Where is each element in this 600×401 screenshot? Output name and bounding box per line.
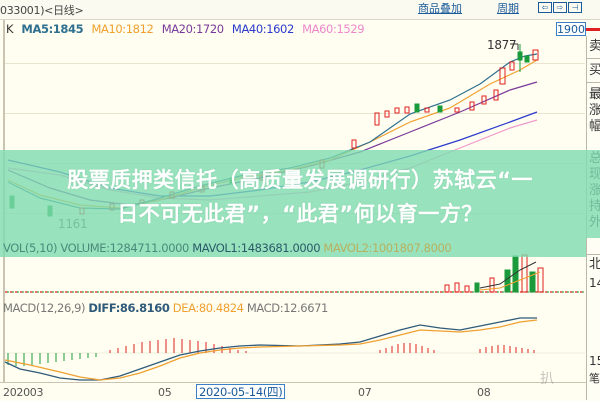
ma20-label: MA20:1720: [161, 22, 224, 36]
vol-label: VOL(5,10): [3, 241, 58, 255]
title-bar: 033001)<日线> 商品叠加 周期 ⇦ ⇨ ⊣: [0, 0, 600, 20]
north-label: 北: [589, 258, 600, 272]
current-price-box: 1900: [556, 22, 586, 36]
gridline: [5, 63, 585, 64]
ma-legend: K MA5:1845 MA10:1812 MA20:1720 MA40:1602…: [6, 22, 369, 38]
volume-value: VOLUME:1284711.0000: [60, 241, 189, 255]
selected-date-box: 2020-05-14(四): [196, 384, 286, 399]
mavol1-value: MAVOL1:1483681.0000: [192, 241, 321, 255]
scroll-left-button[interactable]: ⇦: [538, 2, 552, 13]
trade-label: 笔: [589, 372, 600, 385]
x-tick: 07: [358, 386, 372, 399]
gridline: [5, 113, 585, 114]
zoom-fit-button[interactable]: ⊣: [568, 2, 582, 13]
sell-label: 卖: [589, 40, 600, 54]
ma60-label: MA60:1529: [302, 22, 365, 36]
mavol2-value: MAVOL2:1001807.8000: [323, 241, 452, 255]
scroll-right-button[interactable]: ⇨: [553, 2, 567, 13]
headline-line-2: 日不可无此君”，“此君”何以育一方？: [117, 202, 483, 226]
headline-banner: [0, 150, 600, 238]
ma10-label: MA10:1812: [91, 22, 154, 36]
window-title: 033001)<日线>: [0, 4, 84, 17]
pct-label: 幅: [589, 120, 600, 134]
watermark: 扒: [540, 371, 554, 387]
volume-legend: VOL(5,10) VOLUME:1284711.0000 MAVOL1:148…: [3, 241, 452, 255]
overlay-commodity-link[interactable]: 商品叠加: [418, 2, 462, 15]
divider: [587, 254, 600, 255]
value-15: 15: [589, 354, 600, 368]
diff-value: DIFF:86.8160: [88, 301, 170, 315]
ma5-label: MA5:1845: [21, 22, 84, 36]
x-axis: 202003 05 07 08: [0, 382, 586, 401]
headline-text: 股票质押类信托（高质量发展调研行）苏轼云“一 日不可无此君”，“此君”何以育一方…: [0, 163, 600, 231]
kline-label: K: [6, 22, 14, 36]
macd-value: MACD:12.6671: [246, 301, 329, 315]
ma40-label: MA40:1602: [231, 22, 294, 36]
x-tick: 202003: [3, 386, 44, 399]
macd-label: MACD(12,26,9): [3, 301, 86, 315]
price-marker: [586, 28, 600, 31]
dea-value: DEA:80.4824: [172, 301, 244, 315]
divider: [587, 58, 600, 59]
divider: [587, 82, 600, 83]
macd-legend: MACD(12,26,9) DIFF:86.8160 DEA:80.4824 M…: [3, 301, 328, 315]
x-tick: 08: [477, 386, 491, 399]
value-14: 14: [589, 276, 600, 290]
high-price-annotation: 1877: [487, 38, 517, 52]
change-label: 涨: [589, 104, 600, 118]
buy-label: 买: [589, 64, 600, 78]
period-link[interactable]: 周期: [497, 2, 519, 15]
volume-header-bar: [0, 238, 586, 257]
latest-label: 最: [589, 88, 600, 102]
x-tick: 05: [158, 386, 172, 399]
nav-buttons: ⇦ ⇨ ⊣: [538, 2, 582, 14]
headline-line-1: 股票质押类信托（高质量发展调研行）苏轼云“一: [67, 168, 533, 192]
